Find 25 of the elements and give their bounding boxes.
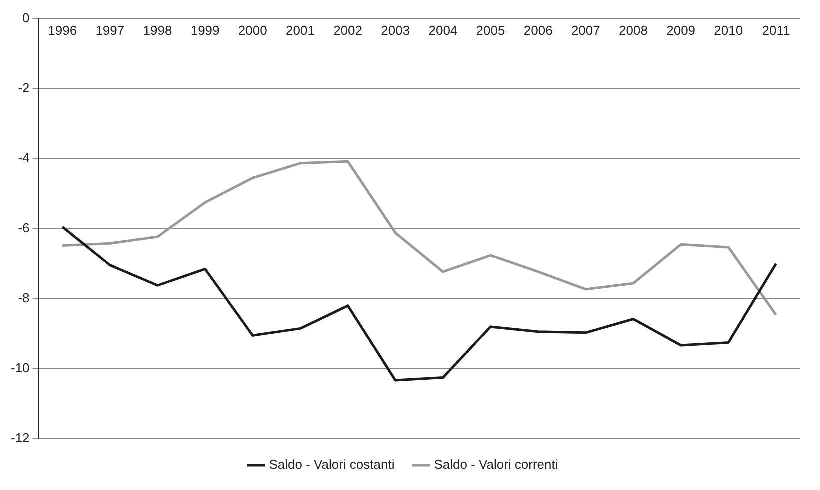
x-tick-label: 1997 bbox=[96, 22, 125, 38]
y-tick-label: -6 bbox=[18, 220, 30, 236]
x-tick-label: 2000 bbox=[238, 22, 268, 38]
legend-label: Saldo - Valori correnti bbox=[434, 457, 558, 472]
x-tick-label: 1998 bbox=[143, 22, 172, 38]
y-tick-label: 0 bbox=[22, 10, 30, 26]
x-tick-label: 2011 bbox=[762, 22, 790, 38]
y-tick-label: -12 bbox=[10, 430, 30, 446]
x-tick-label: 2010 bbox=[714, 22, 744, 38]
x-tick-label: 1999 bbox=[190, 22, 220, 38]
x-tick-label: 2001 bbox=[286, 22, 315, 38]
x-tick-label: 2005 bbox=[476, 22, 506, 38]
y-tick-label: -2 bbox=[18, 80, 30, 96]
x-tick-label: 2009 bbox=[666, 22, 696, 38]
x-tick-label: 2006 bbox=[524, 22, 553, 38]
legend-label: Saldo - Valori costanti bbox=[269, 457, 395, 472]
x-tick-label: 2007 bbox=[571, 22, 600, 38]
x-tick-label: 1996 bbox=[48, 22, 78, 38]
x-tick-label: 2004 bbox=[428, 22, 458, 38]
x-tick-label: 2008 bbox=[619, 22, 648, 38]
y-tick-label: -8 bbox=[18, 290, 30, 306]
x-tick-label: 2003 bbox=[381, 22, 410, 38]
x-tick-label: 2002 bbox=[334, 22, 362, 38]
y-tick-label: -4 bbox=[18, 150, 30, 166]
y-tick-label: -10 bbox=[10, 360, 30, 376]
